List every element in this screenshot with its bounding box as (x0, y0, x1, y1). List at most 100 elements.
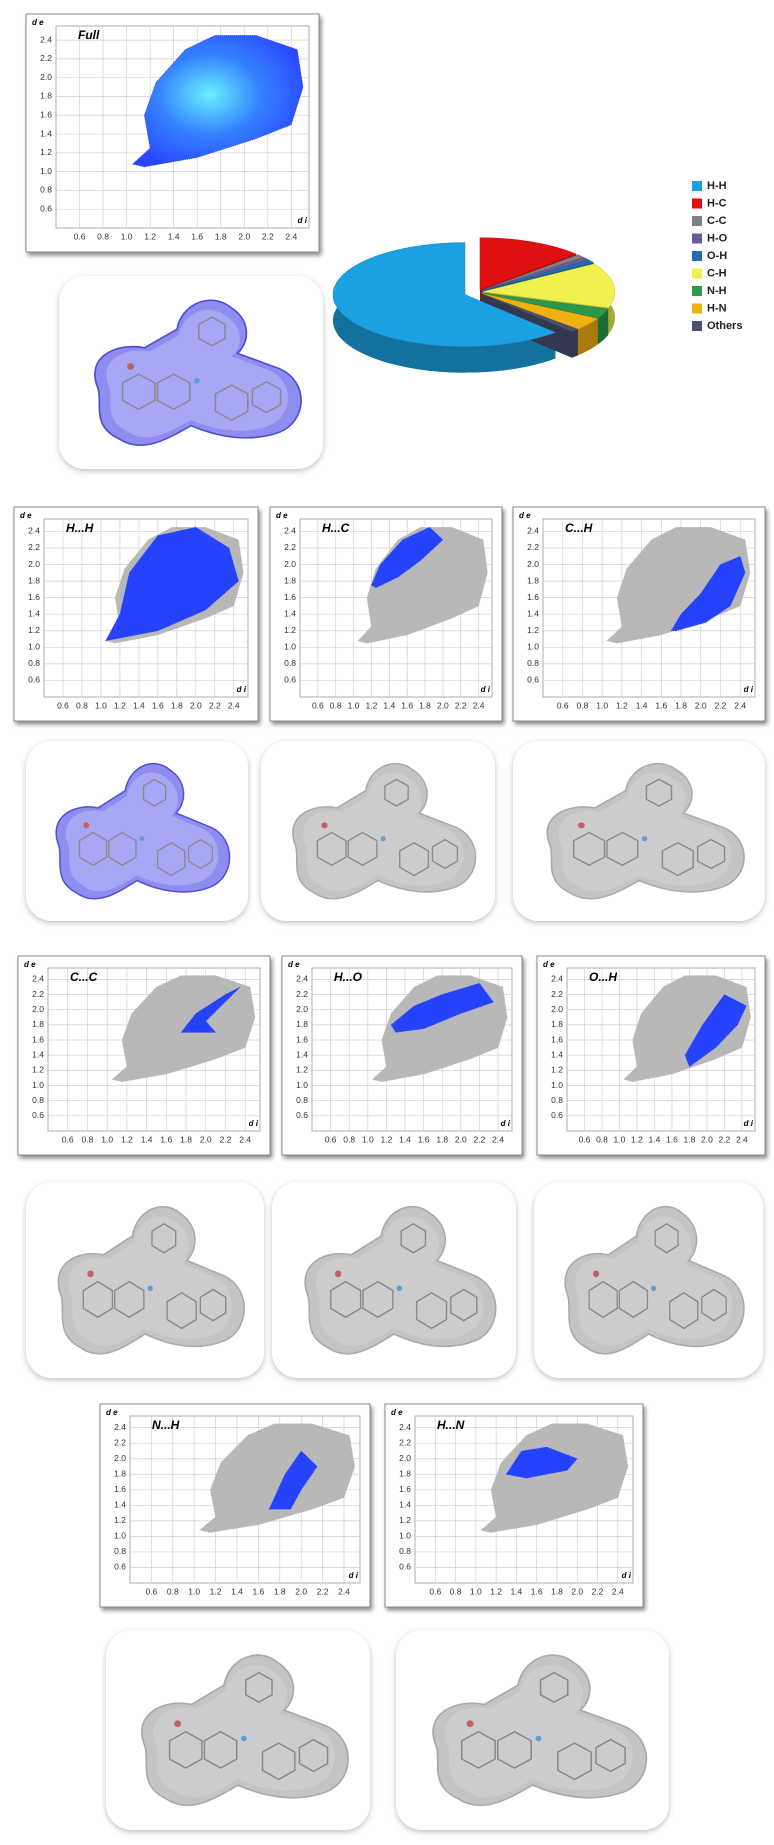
fingerprint-highlight (684, 994, 747, 1068)
fingerprint-highlight (505, 1446, 578, 1479)
y-tick-label: 1.6 (551, 1034, 563, 1044)
x-tick-label: 0.8 (596, 1134, 608, 1144)
plot-title: C...H (565, 521, 593, 535)
ring (460, 1730, 496, 1769)
y-tick-label: 2.4 (40, 34, 52, 44)
x-tick-label: 1.0 (470, 1586, 482, 1596)
fingerprint-highlight (268, 1450, 318, 1510)
plot-title: O...H (589, 970, 617, 984)
pie-slice (332, 242, 557, 347)
x-axis-label: d i (481, 685, 491, 694)
fingerprint-background (480, 1423, 629, 1533)
ring (156, 841, 186, 877)
surface-shape (558, 772, 732, 892)
y-tick-label: 0.6 (40, 203, 52, 213)
y-axis-label: d e (288, 960, 300, 969)
ring (431, 838, 459, 870)
x-tick-label: 1.8 (274, 1586, 286, 1596)
y-tick-label: 2.0 (32, 1004, 44, 1014)
y-tick-label: 0.8 (32, 1095, 44, 1105)
ring (669, 1291, 699, 1330)
y-tick-label: 1.4 (284, 608, 296, 618)
x-axis-label: d i (349, 1571, 359, 1580)
x-tick-label: 1.4 (649, 1134, 661, 1144)
y-tick-label: 0.6 (296, 1110, 308, 1120)
y-tick-label: 2.4 (399, 1422, 411, 1432)
ring (595, 1738, 626, 1773)
plot-title: C...C (70, 970, 98, 984)
y-tick-label: 0.6 (284, 675, 296, 685)
x-tick-label: 1.8 (551, 1586, 563, 1596)
atom (127, 363, 135, 370)
y-tick-label: 1.0 (40, 166, 52, 176)
x-tick-label: 1.2 (381, 1134, 393, 1144)
ring (618, 1280, 649, 1319)
x-tick-label: 0.6 (325, 1134, 337, 1144)
x-tick-label: 0.6 (312, 700, 324, 710)
x-tick-label: 1.8 (419, 700, 431, 710)
y-tick-label: 0.6 (114, 1562, 126, 1572)
ring (557, 1742, 593, 1781)
x-tick-label: 1.8 (436, 1134, 448, 1144)
y-tick-label: 2.2 (32, 989, 44, 999)
y-tick-label: 1.4 (114, 1500, 126, 1510)
x-tick-label: 1.2 (616, 700, 628, 710)
y-tick-label: 1.4 (32, 1049, 44, 1059)
ring (298, 1738, 329, 1773)
y-tick-label: 2.0 (399, 1453, 411, 1463)
y-tick-label: 1.2 (399, 1515, 411, 1525)
molecular-surface (564, 1205, 745, 1355)
x-tick-label: 1.2 (144, 231, 156, 241)
x-tick-label: 2.4 (736, 1134, 748, 1144)
x-axis-label: d i (237, 685, 247, 694)
x-axis-label: d i (744, 1119, 754, 1128)
atom (396, 1285, 403, 1292)
atom (147, 1285, 153, 1292)
plot-title: H...H (66, 521, 94, 535)
ring (415, 1291, 448, 1330)
x-tick-label: 0.8 (577, 700, 589, 710)
x-tick-label: 2.0 (571, 1586, 583, 1596)
y-tick-label: 2.0 (296, 1004, 308, 1014)
atom (535, 1735, 542, 1742)
y-tick-label: 0.8 (399, 1546, 411, 1556)
x-tick-label: 1.2 (366, 700, 378, 710)
x-tick-label: 1.0 (95, 700, 107, 710)
legend-swatch (692, 286, 702, 296)
ring (114, 1280, 145, 1319)
legend-label: H-H (707, 180, 727, 192)
x-tick-label: 1.6 (160, 1134, 172, 1144)
atom (380, 836, 386, 842)
surface-shape (432, 1654, 648, 1807)
y-tick-label: 2.0 (284, 559, 296, 569)
x-tick-label: 1.2 (121, 1134, 133, 1144)
y-tick-label: 1.4 (551, 1049, 563, 1059)
y-tick-label: 2.4 (284, 526, 296, 536)
x-axis-label: d i (501, 1119, 511, 1128)
x-tick-label: 0.8 (330, 700, 342, 710)
ring (121, 373, 156, 411)
surface-shape (445, 1664, 633, 1798)
y-tick-label: 1.8 (40, 91, 52, 101)
x-tick-label: 2.4 (338, 1586, 350, 1596)
legend-swatch (692, 216, 702, 226)
y-tick-label: 2.2 (551, 989, 563, 999)
ring (78, 831, 108, 867)
y-tick-label: 0.8 (40, 185, 52, 195)
legend-label: C-H (707, 267, 727, 279)
x-axis-label: d i (744, 685, 754, 694)
surface-shape (564, 1205, 745, 1355)
x-tick-label: 1.0 (596, 700, 608, 710)
x-tick-label: 2.0 (238, 231, 250, 241)
fingerprint-highlight (371, 526, 444, 589)
ring (572, 831, 606, 867)
y-tick-label: 1.0 (32, 1080, 44, 1090)
x-tick-label: 1.4 (168, 231, 180, 241)
pie-slice (481, 293, 599, 330)
y-tick-label: 1.4 (40, 128, 52, 138)
x-tick-label: 1.0 (348, 700, 360, 710)
legend-label: C-C (707, 215, 727, 227)
surface-shape (141, 1654, 349, 1807)
atom (334, 1270, 342, 1278)
x-tick-label: 1.0 (188, 1586, 200, 1596)
